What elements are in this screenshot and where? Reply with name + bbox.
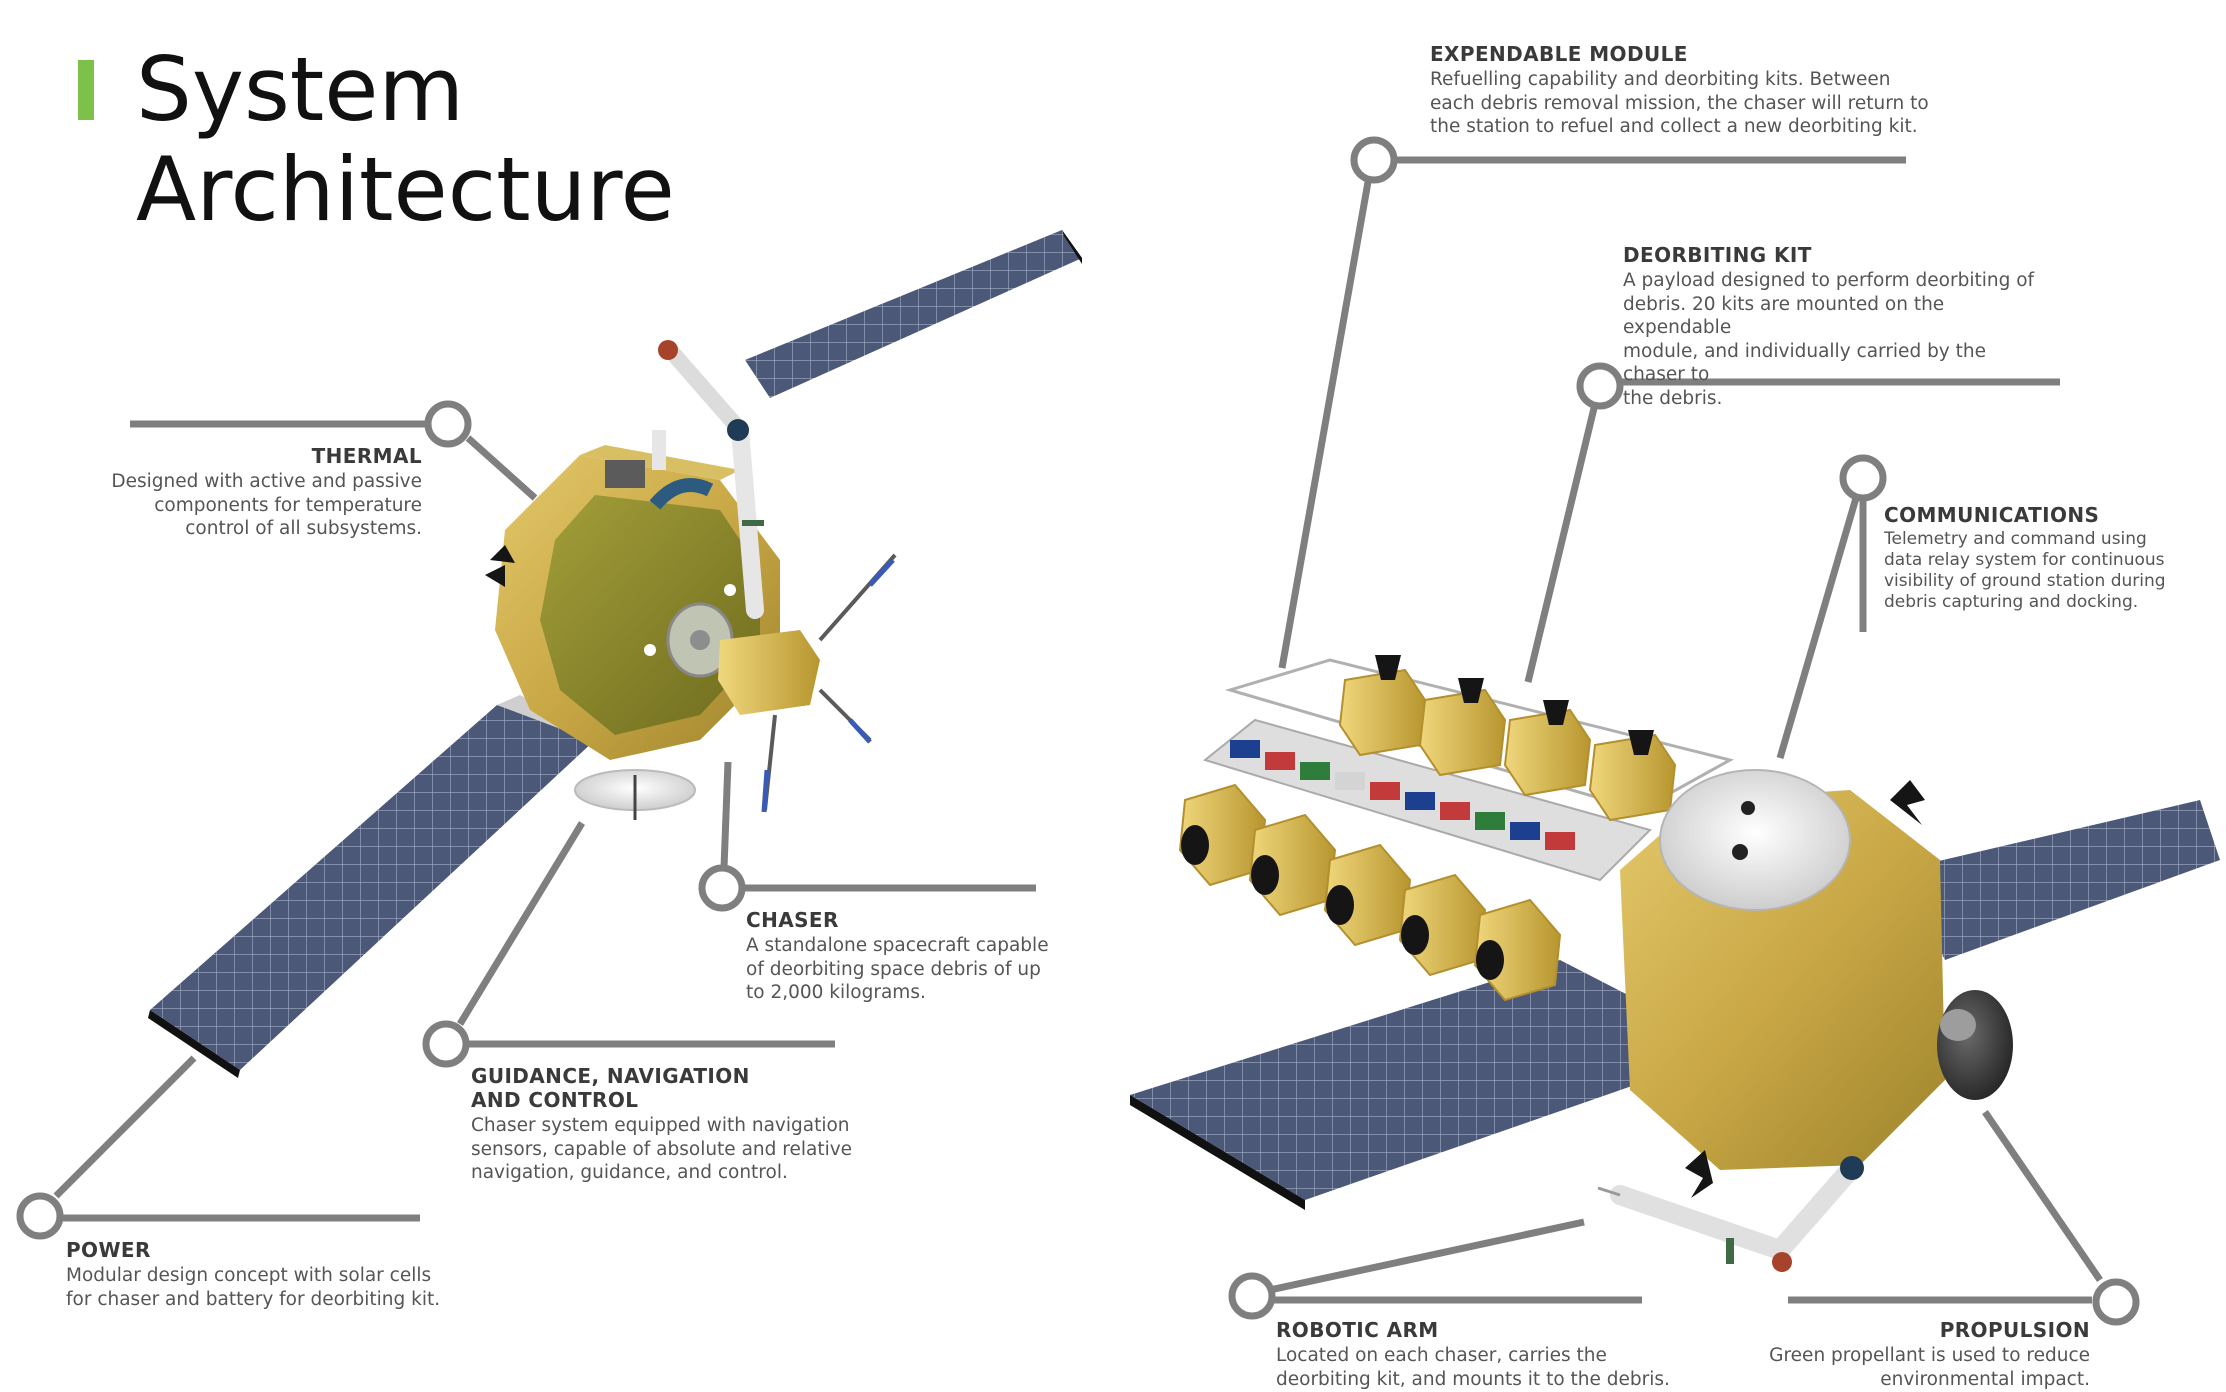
- callout-gnc-title-line: AND CONTROL: [471, 1088, 639, 1112]
- callout-thermal-line: components for temperature: [154, 494, 422, 516]
- callout-chaser-title: CHASER: [746, 908, 839, 932]
- title-line-2: Architecture: [136, 138, 675, 241]
- callout-expendable-module-line: each debris removal mission, the chaser …: [1430, 92, 1929, 114]
- chaser-spacecraft: [148, 230, 1082, 1078]
- callout-propulsion-line: Green propellant is used to reduce: [1769, 1345, 2090, 1366]
- callout-thermal: THERMAL Designed with active and passive…: [100, 444, 422, 541]
- callout-gnc-line: sensors, capable of absolute and relativ…: [471, 1138, 853, 1160]
- node-deorbiting-kit: [1576, 362, 1624, 410]
- node-thermal: [424, 400, 472, 448]
- callout-chaser-line: to 2,000 kilograms.: [746, 982, 926, 1003]
- station-solar-panel-left: [1130, 960, 1735, 1200]
- callout-thermal-line: control of all subsystems.: [185, 518, 422, 539]
- callout-communications-line: debris capturing and docking.: [1884, 592, 2139, 612]
- node-propulsion: [2092, 1278, 2140, 1326]
- title-accent-bar: [78, 60, 94, 120]
- node-gnc: [422, 1020, 470, 1068]
- callout-deorbiting-kit-title: DEORBITING KIT: [1623, 243, 1812, 267]
- node-power: [16, 1192, 64, 1240]
- callout-power-line: Modular design concept with solar cells: [66, 1265, 432, 1286]
- kit-nozzles-lower: [1181, 825, 1504, 980]
- callout-robotic-arm-title: ROBOTIC ARM: [1276, 1318, 1439, 1342]
- chaser-deck-box: [605, 460, 645, 488]
- callout-deorbiting-kit-line: module, and individually carried by the …: [1623, 340, 1986, 386]
- callout-robotic-arm-line: deorbiting kit, and mounts it to the deb…: [1276, 1368, 1670, 1390]
- communications-dish: [1659, 769, 1851, 911]
- callout-deorbiting-kit: DEORBITING KIT A payload designed to per…: [1623, 243, 2053, 410]
- callout-gnc-title: GUIDANCE, NAVIGATION AND CONTROL: [471, 1064, 871, 1112]
- callout-chaser-line: A standalone spacecraft capable: [746, 935, 1049, 956]
- kit-nozzles-upper: [1375, 655, 1654, 755]
- flags-strip: [1230, 740, 1575, 850]
- callout-thermal-line: Designed with active and passive: [111, 471, 422, 492]
- callout-chaser-line: of deorbiting space debris of up: [746, 958, 1041, 980]
- deorbiting-kits-upper: [1338, 668, 1677, 822]
- callout-gnc: GUIDANCE, NAVIGATION AND CONTROL Chaser …: [471, 1064, 871, 1185]
- callout-expendable-module-title: EXPENDABLE MODULE: [1430, 42, 1688, 66]
- callout-gnc-line: Chaser system equipped with navigation: [471, 1115, 850, 1136]
- leader-nodes: [16, 136, 2140, 1326]
- callout-communications-line: data relay system for continuous: [1884, 550, 2165, 570]
- callout-propulsion-title: PROPULSION: [1939, 1318, 2090, 1342]
- callout-gnc-line: navigation, guidance, and control.: [471, 1162, 788, 1183]
- callout-robotic-arm: ROBOTIC ARM Located on each chaser, carr…: [1276, 1318, 1696, 1391]
- callout-expendable-module-line: the station to refuel and collect a new …: [1430, 116, 1918, 137]
- node-robotic-arm: [1228, 1272, 1276, 1320]
- callout-propulsion: PROPULSION Green propellant is used to r…: [1744, 1318, 2090, 1391]
- callout-power-line: for chaser and battery for deorbiting ki…: [66, 1288, 441, 1310]
- callout-power-title: POWER: [66, 1238, 151, 1262]
- chaser-solar-panel-lower: [150, 705, 595, 1070]
- callout-propulsion-line: environmental impact.: [1880, 1368, 2090, 1390]
- node-communications: [1839, 454, 1887, 502]
- node-chaser: [698, 864, 746, 912]
- callout-communications-line: visibility of ground station during: [1884, 571, 2166, 591]
- callout-expendable-module-line: Refuelling capability and deorbiting kit…: [1430, 69, 1891, 90]
- callout-chaser: CHASER A standalone spacecraft capable o…: [746, 908, 1066, 1005]
- callout-deorbiting-kit-line: the debris.: [1623, 387, 1723, 409]
- callout-deorbiting-kit-line: A payload designed to perform deorbiting…: [1623, 270, 2035, 291]
- leader-lines: [53, 156, 2103, 1304]
- callout-thermal-title: THERMAL: [311, 444, 422, 468]
- callout-expendable-module: EXPENDABLE MODULE Refuelling capability …: [1430, 42, 1930, 139]
- propulsion-nozzle: [1937, 990, 2013, 1100]
- title-line-1: System: [136, 38, 465, 141]
- callout-power: POWER Modular design concept with solar …: [66, 1238, 446, 1311]
- callout-communications-line: Telemetry and command using: [1884, 529, 2147, 549]
- node-expendable-module: [1350, 136, 1398, 184]
- callout-communications: COMMUNICATIONS Telemetry and command usi…: [1884, 503, 2204, 613]
- station-spacecraft: [1130, 655, 2220, 1272]
- callout-robotic-arm-line: Located on each chaser, carries the: [1276, 1345, 1607, 1366]
- callout-gnc-title-line: GUIDANCE, NAVIGATION: [471, 1064, 750, 1088]
- callout-deorbiting-kit-line: debris. 20 kits are mounted on the expen…: [1623, 293, 1945, 339]
- callout-communications-title: COMMUNICATIONS: [1884, 503, 2100, 527]
- chaser-solar-panel-upper: [745, 230, 1082, 398]
- page-title: System Architecture: [136, 40, 675, 240]
- station-solar-panel-right: [1900, 800, 2220, 960]
